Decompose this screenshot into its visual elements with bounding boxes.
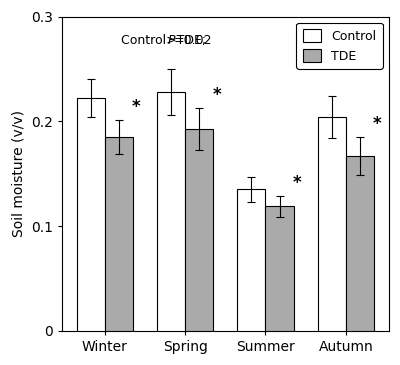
Text: *: * (293, 173, 301, 192)
Bar (318, 117, 346, 331)
Text: P: P (168, 34, 176, 47)
Legend: Control, TDE: Control, TDE (296, 23, 383, 69)
Text: *: * (212, 85, 221, 104)
Bar (237, 189, 266, 331)
Y-axis label: Soil moisture (v/v): Soil moisture (v/v) (11, 110, 25, 237)
Bar (266, 206, 294, 331)
Bar (76, 98, 105, 331)
Text: Control>TDE;: Control>TDE; (120, 34, 210, 47)
Text: =0.02: =0.02 (174, 34, 212, 47)
Bar (157, 92, 185, 331)
Bar (346, 156, 374, 331)
Text: *: * (373, 115, 382, 133)
Text: *: * (132, 98, 140, 116)
Bar (185, 129, 213, 331)
Bar (105, 137, 133, 331)
